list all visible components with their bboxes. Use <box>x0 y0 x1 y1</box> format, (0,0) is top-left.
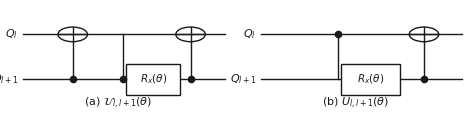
Text: (a) $\mathcal{U}_{l,l+1}(\theta)$: (a) $\mathcal{U}_{l,l+1}(\theta)$ <box>84 96 152 111</box>
Text: $Q_l$: $Q_l$ <box>243 28 256 41</box>
Text: $Q_l$: $Q_l$ <box>6 28 18 41</box>
Bar <box>126 64 180 95</box>
Text: $R_x(\theta)$: $R_x(\theta)$ <box>357 73 384 86</box>
Text: (b) $U_{l,l+1}(\theta)$: (b) $U_{l,l+1}(\theta)$ <box>322 96 390 111</box>
Text: $Q_{l+1}$: $Q_{l+1}$ <box>0 72 18 86</box>
Bar <box>341 64 400 95</box>
Text: $Q_{l+1}$: $Q_{l+1}$ <box>229 72 256 86</box>
Text: $R_x(\theta)$: $R_x(\theta)$ <box>139 73 167 86</box>
